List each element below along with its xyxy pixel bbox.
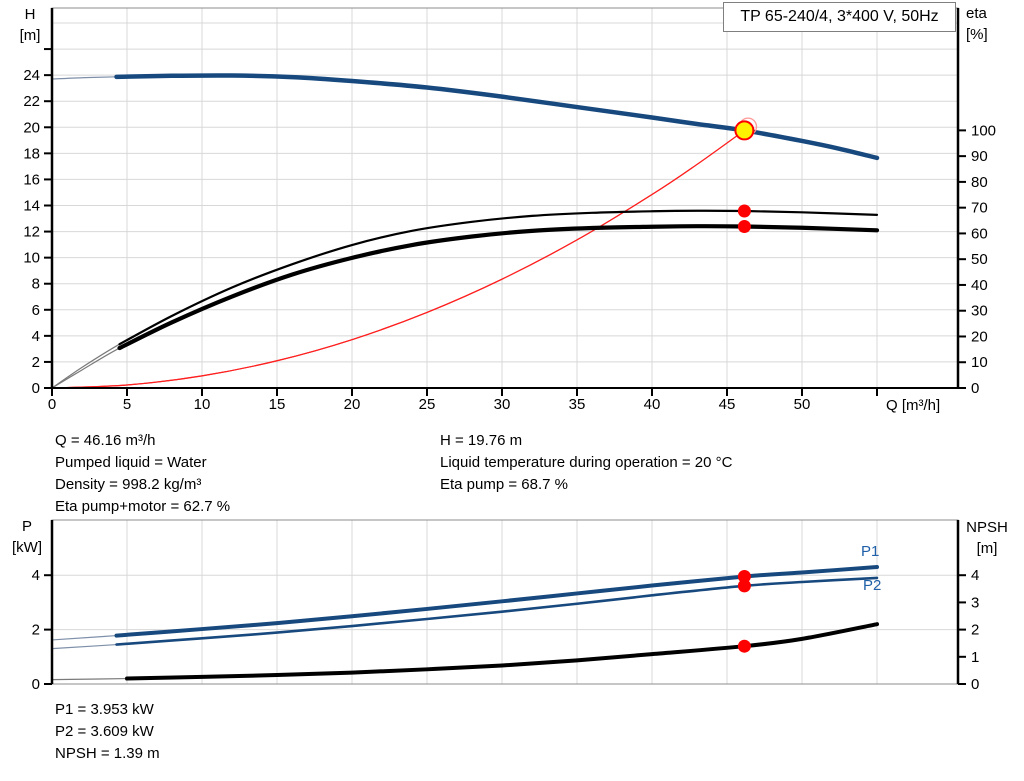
duty-point xyxy=(734,120,755,141)
eta-axis-label-unit: [%] xyxy=(966,26,988,43)
curve-p2-thin xyxy=(51,577,878,650)
p1-point xyxy=(737,569,751,583)
y-left-tick-label: 2 xyxy=(32,622,40,639)
y-left-tick-label: 20 xyxy=(23,119,40,136)
npsh-axis-label: NPSH [m] xyxy=(958,517,1016,559)
npsh-axis-label-symbol: NPSH xyxy=(966,519,1008,536)
p1-curve-label: P1 xyxy=(861,543,880,560)
eta-axis-label-symbol: eta xyxy=(966,5,987,22)
annotation-liquid-temperature: Liquid temperature during operation = 20… xyxy=(440,454,733,471)
y-left-tick-label: 4 xyxy=(32,328,40,345)
annotation-eta-pump: Eta pump = 68.7 % xyxy=(440,476,568,493)
plot-border xyxy=(51,7,959,389)
eta-pump-motor-point xyxy=(737,219,751,233)
power-annotations: P1 = 3.953 kW P2 = 3.609 kW NPSH = 1.39 … xyxy=(55,699,160,765)
y-right-tick-label: 1 xyxy=(971,649,979,666)
y-right-tick-label: 3 xyxy=(971,594,979,611)
y-left-tick-label: 8 xyxy=(32,276,40,293)
y-left-tick-label: 6 xyxy=(32,302,40,319)
y-left-tick-label: 22 xyxy=(23,93,40,110)
annotation-flow: Q = 46.16 m³/h xyxy=(55,432,156,449)
x-tick-label: 15 xyxy=(269,396,286,413)
eta-pump-point xyxy=(737,204,751,218)
annotation-pumped-liquid: Pumped liquid = Water xyxy=(55,454,207,471)
x-tick-label: 5 xyxy=(123,396,131,413)
y-left-tick-label: 4 xyxy=(32,567,40,584)
annotation-head: H = 19.76 m xyxy=(440,432,523,449)
y-left-tick-label: 14 xyxy=(23,197,40,214)
duty-annotations-left: Q = 46.16 m³/h Pumped liquid = Water Den… xyxy=(55,430,230,518)
eta-axis-label: eta [%] xyxy=(966,3,1010,45)
curve-h xyxy=(114,73,880,161)
y-left-tick-label: 10 xyxy=(23,250,40,267)
y-left-tick-label: 0 xyxy=(32,676,40,693)
y-left-tick-label: 16 xyxy=(23,171,40,188)
x-tick-label: 30 xyxy=(494,396,511,413)
y-left-tick-label: 12 xyxy=(23,224,40,241)
x-tick-label: 10 xyxy=(194,396,211,413)
curve-system-curve-thin xyxy=(51,129,745,389)
p2-point xyxy=(737,579,751,593)
y-left-tick-label: 0 xyxy=(32,380,40,397)
x-tick-label: 25 xyxy=(419,396,436,413)
annotation-p2: P2 = 3.609 kW xyxy=(55,723,154,740)
y-right-tick-label: 70 xyxy=(971,200,988,217)
y-right-tick-label: 30 xyxy=(971,303,988,320)
curve-eta-pump-motor-thin xyxy=(51,225,878,389)
head-axis-label-symbol: H xyxy=(24,6,36,23)
y-left-tick-label: 24 xyxy=(23,67,40,84)
x-tick-label: 35 xyxy=(569,396,586,413)
y-right-tick-label: 40 xyxy=(971,277,988,294)
x-tick-label: 0 xyxy=(48,396,56,413)
x-tick-label: 40 xyxy=(644,396,661,413)
flow-axis-label: Q [m³/h] xyxy=(886,397,941,414)
p2-curve-label: P2 xyxy=(863,577,882,594)
y-right-tick-label: 50 xyxy=(971,251,988,268)
duty-annotations-right: H = 19.76 m Liquid temperature during op… xyxy=(440,430,732,496)
x-tick-label: 20 xyxy=(344,396,361,413)
curve-p2 xyxy=(115,576,879,646)
y-right-tick-label: 10 xyxy=(971,354,988,371)
head-axis-label: H [m] xyxy=(10,4,50,46)
x-tick-label: 45 xyxy=(719,396,736,413)
npsh-axis-label-unit: [m] xyxy=(976,540,998,557)
power-axis-label-unit: [kW] xyxy=(12,539,42,556)
y-right-tick-label: 100 xyxy=(971,122,996,139)
y-right-tick-label: 4 xyxy=(971,567,979,584)
y-left-tick-label: 18 xyxy=(23,145,40,162)
curve-npsh xyxy=(125,622,879,681)
y-right-tick-label: 60 xyxy=(971,225,988,242)
y-right-tick-label: 0 xyxy=(971,676,979,693)
pump-title-box: TP 65-240/4, 3*400 V, 50Hz xyxy=(723,2,956,32)
annotation-npsh: NPSH = 1.39 m xyxy=(55,745,160,762)
y-right-tick-label: 2 xyxy=(971,622,979,639)
annotation-eta-pump-motor: Eta pump+motor = 62.7 % xyxy=(55,498,231,515)
curve-system-curve xyxy=(51,129,745,389)
power-axis-label: P [kW] xyxy=(6,516,48,558)
curve-eta-pump xyxy=(118,209,879,346)
curve-h-thin xyxy=(51,74,878,159)
head-axis-label-unit: [m] xyxy=(19,27,41,44)
curve-p1 xyxy=(114,565,879,638)
power-axis-label-symbol: P xyxy=(21,518,32,535)
annotation-density: Density = 998.2 kg/m³ xyxy=(55,476,202,493)
x-tick-label: 50 xyxy=(794,396,811,413)
y-right-tick-label: 90 xyxy=(971,148,988,165)
y-left-tick-label: 2 xyxy=(32,354,40,371)
y-right-tick-label: 80 xyxy=(971,174,988,191)
y-right-tick-label: 20 xyxy=(971,328,988,345)
annotation-p1: P1 = 3.953 kW xyxy=(55,701,154,718)
npsh-point xyxy=(737,639,751,653)
y-right-tick-label: 0 xyxy=(971,380,979,397)
